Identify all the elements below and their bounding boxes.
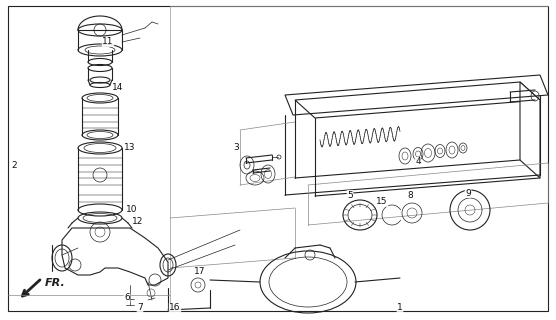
Polygon shape <box>520 82 540 178</box>
Text: 16: 16 <box>169 303 181 313</box>
Text: 17: 17 <box>194 268 206 276</box>
Text: 9: 9 <box>465 188 471 197</box>
Text: FR.: FR. <box>45 278 66 288</box>
Text: 3: 3 <box>233 143 239 153</box>
Text: 11: 11 <box>102 37 114 46</box>
Polygon shape <box>295 82 540 118</box>
Text: 5: 5 <box>347 190 353 199</box>
Polygon shape <box>62 228 168 285</box>
Text: 8: 8 <box>407 190 413 199</box>
Text: 10: 10 <box>126 205 138 214</box>
Text: 15: 15 <box>376 197 388 206</box>
Text: 13: 13 <box>124 143 136 153</box>
Text: 14: 14 <box>112 84 123 92</box>
Text: 4: 4 <box>415 157 421 166</box>
Text: 6: 6 <box>124 293 130 302</box>
Text: 7: 7 <box>137 303 143 313</box>
Text: 12: 12 <box>132 218 143 227</box>
Text: 1: 1 <box>397 303 403 313</box>
Text: 2: 2 <box>11 161 17 170</box>
